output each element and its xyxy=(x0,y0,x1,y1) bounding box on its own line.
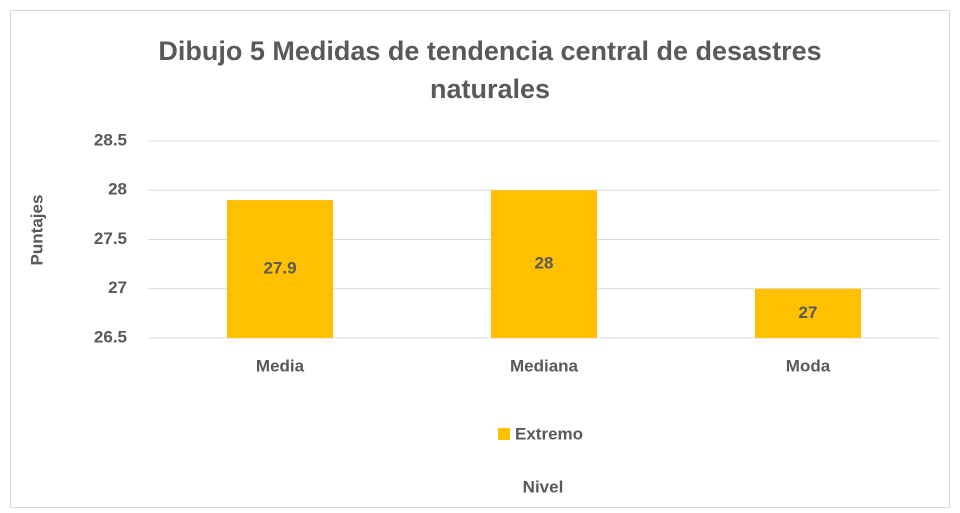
y-tick-label: 28 xyxy=(108,180,127,199)
data-label: 27 xyxy=(799,303,818,322)
legend-label: Extremo xyxy=(515,424,583,443)
x-axis-label: Nivel xyxy=(523,477,564,496)
data-label: 27.9 xyxy=(263,259,296,278)
bar xyxy=(491,190,597,338)
x-tick-label: Moda xyxy=(786,356,831,375)
x-tick-label: Mediana xyxy=(510,356,579,375)
bar xyxy=(755,288,861,338)
y-tick-label: 27.5 xyxy=(94,229,127,248)
y-tick-label: 27 xyxy=(108,278,127,297)
y-axis-label: Puntajes xyxy=(27,195,46,266)
bar xyxy=(227,200,333,338)
y-tick-label: 28.5 xyxy=(94,130,127,149)
legend-swatch xyxy=(498,428,510,440)
chart-border xyxy=(10,10,950,508)
x-tick-label: Media xyxy=(256,356,305,375)
data-label: 28 xyxy=(535,254,554,273)
y-tick-label: 26.5 xyxy=(94,327,127,346)
chart-title: Dibujo 5 Medidas de tendencia central de… xyxy=(158,36,822,104)
